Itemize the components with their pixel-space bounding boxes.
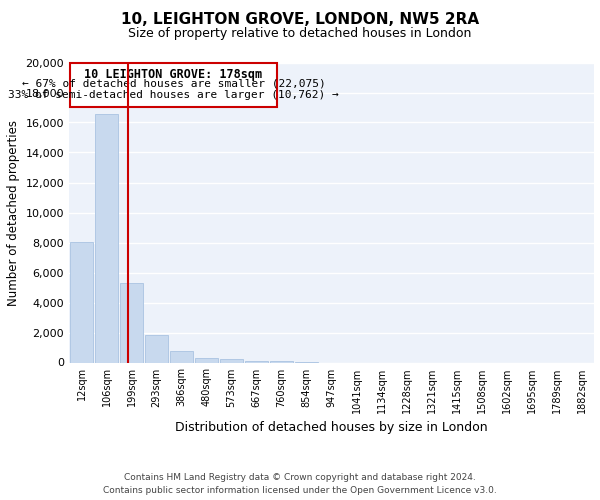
Bar: [120, 284, 143, 362]
Text: Contains public sector information licensed under the Open Government Licence v3: Contains public sector information licen…: [103, 486, 497, 495]
Text: ← 67% of detached houses are smaller (22,075): ← 67% of detached houses are smaller (22…: [22, 79, 325, 89]
Text: Size of property relative to detached houses in London: Size of property relative to detached ho…: [128, 28, 472, 40]
Bar: [220, 359, 243, 362]
Bar: [95, 114, 118, 362]
X-axis label: Distribution of detached houses by size in London: Distribution of detached houses by size …: [175, 421, 488, 434]
Text: 33% of semi-detached houses are larger (10,762) →: 33% of semi-detached houses are larger (…: [8, 90, 339, 100]
Bar: [245, 361, 268, 362]
Bar: [145, 335, 168, 362]
Bar: [195, 358, 218, 362]
FancyBboxPatch shape: [70, 62, 277, 108]
Text: 10 LEIGHTON GROVE: 178sqm: 10 LEIGHTON GROVE: 178sqm: [85, 68, 262, 80]
Bar: [170, 350, 193, 362]
Y-axis label: Number of detached properties: Number of detached properties: [7, 120, 20, 306]
Bar: [70, 242, 93, 362]
Text: 10, LEIGHTON GROVE, LONDON, NW5 2RA: 10, LEIGHTON GROVE, LONDON, NW5 2RA: [121, 12, 479, 28]
Text: Contains HM Land Registry data © Crown copyright and database right 2024.: Contains HM Land Registry data © Crown c…: [124, 472, 476, 482]
